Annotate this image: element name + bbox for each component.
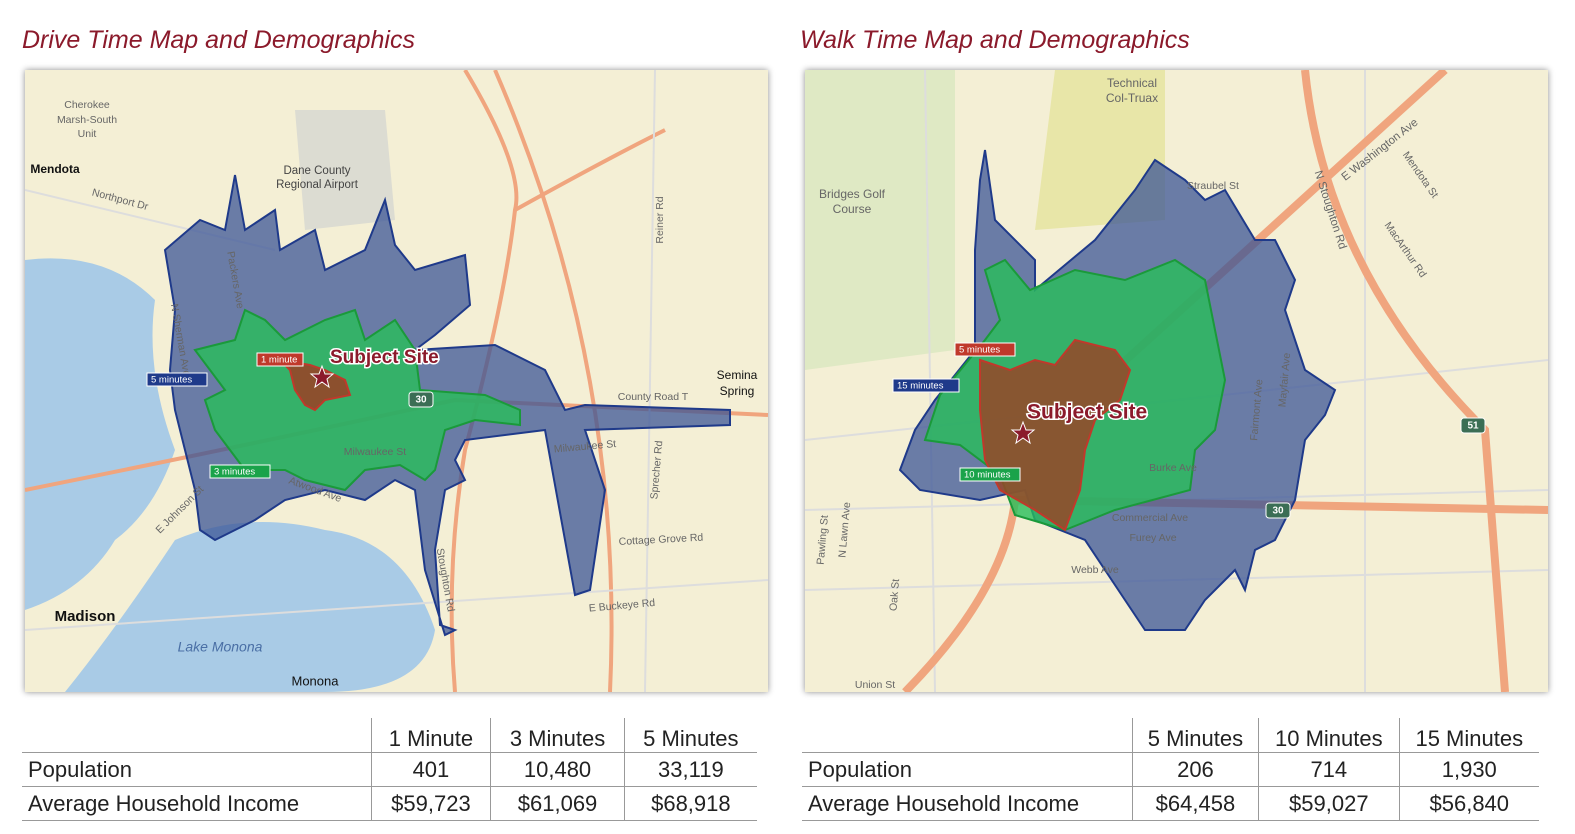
map-label: Regional Airport (276, 179, 359, 191)
header-row: 1 Minute 3 Minutes 5 Minutes (22, 718, 757, 753)
table-row: Population 206 714 1,930 (802, 752, 1539, 787)
map-label: Pawling St (815, 515, 831, 566)
walk-table: 5 Minutes 10 Minutes 15 Minutes Population 2… (802, 718, 1539, 821)
map-label: 30 (1272, 506, 1284, 517)
site-star (1010, 420, 1036, 445)
time-label-box (959, 467, 1021, 482)
map-label: Marsh-South (57, 114, 117, 126)
column-header: 5 Minutes (1131, 718, 1259, 753)
table-cell: 1,930 (1398, 752, 1539, 787)
time-label: 10 minutes (964, 470, 1011, 481)
time-label: 1 minute (261, 355, 297, 366)
time-label: 15 minutes (897, 381, 944, 392)
table-cell: 401 (370, 752, 491, 787)
column-header: 1 Minute (370, 718, 491, 753)
map-label: Milwaukee St (553, 438, 616, 455)
column-header: 10 Minutes (1258, 718, 1400, 753)
map-label: Fairmont Ave (1248, 379, 1265, 442)
table-cell: 10,480 (490, 752, 625, 787)
column-header: 5 Minutes (623, 718, 757, 753)
column-header: 15 Minutes (1398, 718, 1539, 753)
header-cell (22, 718, 371, 753)
time-label-box (146, 372, 208, 387)
map-label: Mayfair Ave (1276, 352, 1293, 408)
map-label: Milwaukee St (344, 446, 407, 458)
map-label: Sprecher Rd (648, 440, 665, 500)
map-label: County Road T (618, 391, 689, 403)
map-label: 30 (415, 395, 427, 406)
map-label: Union St (855, 679, 895, 691)
map-label: Spring (720, 384, 755, 398)
header-cell (802, 718, 1133, 753)
table-cell: $68,918 (623, 786, 757, 821)
map-label: Dane County (283, 165, 350, 177)
map-label: Mendota (30, 162, 80, 176)
drive-map: CherokeeMarsh-SouthUnitMendotaNorthport … (25, 70, 768, 692)
route-shield (1460, 417, 1486, 434)
map-label: Course (833, 202, 872, 216)
table-cell: $56,840 (1398, 786, 1539, 821)
route-shield (408, 391, 434, 408)
row-label: Average Household Income (22, 786, 371, 821)
map-label: E Buckeye Rd (588, 597, 655, 615)
table-cell: $59,027 (1258, 786, 1400, 821)
site-label: Subject Site (330, 347, 439, 368)
table-row: Average Household Income $59,723 $61,069 $6… (22, 786, 757, 821)
site-star (309, 364, 335, 389)
drive-title: Drive Time Map and Demographics (22, 26, 415, 54)
table-cell: $61,069 (490, 786, 625, 821)
walk-title: Walk Time Map and Demographics (800, 26, 1190, 54)
map-label: Unit (78, 128, 97, 140)
table-row: Average Household Income $64,458 $59,027 $5… (802, 786, 1539, 821)
time-label: 3 minutes (214, 467, 255, 478)
map-label: Madison (55, 608, 116, 625)
map-label: Technical (1107, 76, 1157, 90)
table-cell: 206 (1131, 752, 1259, 787)
time-label: 5 minutes (151, 375, 192, 386)
map-label: Oak St (887, 578, 902, 611)
column-header: 3 Minutes (490, 718, 625, 753)
map-label: Col-Truax (1106, 91, 1158, 105)
time-label: 5 minutes (959, 345, 1000, 356)
time-label-box (954, 342, 1016, 357)
map-label: N Lawn Ave (836, 501, 853, 558)
map-label: Burke Ave (1149, 462, 1197, 474)
drive-table: 1 Minute 3 Minutes 5 Minutes Population 401 1… (22, 718, 757, 821)
map-label: 51 (1467, 421, 1479, 432)
map-label: Semina (717, 368, 758, 382)
map-label: Webb Ave (1071, 564, 1119, 576)
time-label-box (892, 378, 960, 393)
map-label: Lake Monona (178, 639, 263, 655)
header-row: 5 Minutes 10 Minutes 15 Minutes (802, 718, 1539, 753)
map-label: Furey Ave (1129, 532, 1176, 544)
map-label: Commercial Ave (1112, 512, 1188, 524)
map-label: Cottage Grove Rd (618, 532, 703, 548)
time-label-box (256, 352, 304, 367)
row-label: Population (22, 752, 371, 787)
map-label: Reiner Rd (654, 196, 666, 243)
map-label: Bridges Golf (819, 187, 886, 201)
site-label: Subject Site (1027, 401, 1147, 424)
map-label: Cherokee (64, 99, 110, 111)
table-cell: 33,119 (623, 752, 757, 787)
table-cell: $59,723 (370, 786, 491, 821)
table-row: Population 401 10,480 33,119 (22, 752, 757, 787)
table-cell: $64,458 (1131, 786, 1259, 821)
map-label: Straubel St (1187, 180, 1239, 192)
row-label: Average Household Income (802, 786, 1133, 821)
row-label: Population (802, 752, 1133, 787)
route-shield (1265, 502, 1291, 519)
map-label: Monona (292, 673, 340, 688)
time-label-box (209, 464, 271, 479)
table-cell: 714 (1258, 752, 1400, 787)
